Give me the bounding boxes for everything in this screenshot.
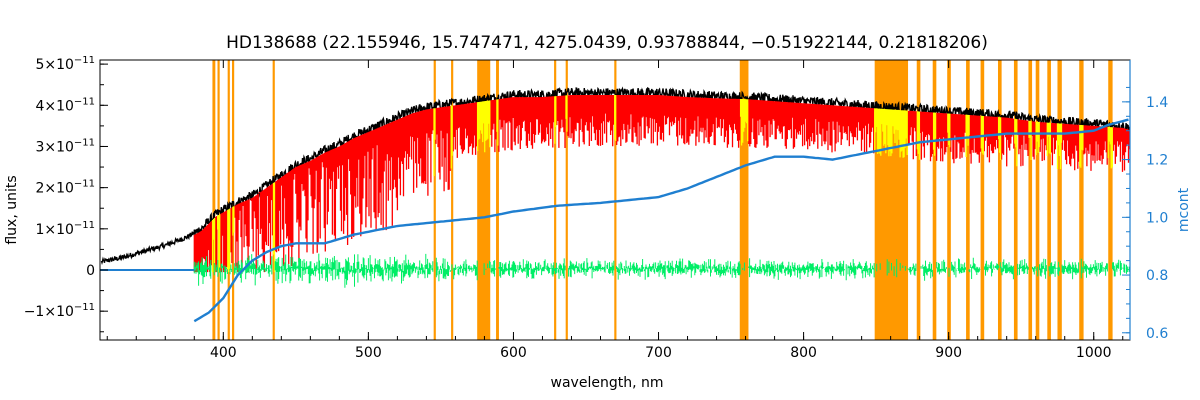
x-tick-label: 800 xyxy=(790,345,817,361)
y2-tick-label: 1.4 xyxy=(1146,95,1168,111)
residuals-series xyxy=(193,253,1130,288)
mask-region xyxy=(1057,60,1062,340)
mask-region xyxy=(739,60,749,340)
y-tick-label: 4×10−11 xyxy=(35,96,95,114)
mask-region xyxy=(614,60,617,340)
y2-axis-ticks: 0.6 0.8 1.0 1.2 1.4 xyxy=(1122,86,1168,342)
x-tick-label: 600 xyxy=(500,345,527,361)
y-tick-label: −1×10−11 xyxy=(24,302,95,320)
continuum-line xyxy=(193,118,1129,323)
x-axis-label: wavelength, nm xyxy=(551,375,664,391)
mask-region xyxy=(217,60,220,340)
mask-region xyxy=(1013,60,1018,340)
model-flux-series xyxy=(193,95,1131,273)
y2-tick-label: 1.2 xyxy=(1146,153,1168,169)
mask-region xyxy=(932,60,937,340)
mask-region xyxy=(1079,60,1084,340)
mask-region xyxy=(496,60,499,340)
model-flux-masked-line xyxy=(211,95,1113,273)
y2-tick-label: 0.6 xyxy=(1146,326,1168,342)
y2-axis-label: mcont xyxy=(1176,187,1192,232)
y2-tick-label: 1.0 xyxy=(1146,210,1168,226)
y2-tick-label: 0.8 xyxy=(1146,268,1168,284)
y-tick-label: 2×10−11 xyxy=(35,179,95,197)
mask-region xyxy=(997,60,1002,340)
mask-region xyxy=(227,60,230,340)
model-flux-line xyxy=(193,95,1131,273)
mask-region xyxy=(554,60,557,340)
chart-title: HD138688 (22.155946, 15.747471, 4275.043… xyxy=(226,33,988,53)
x-tick-label: 1000 xyxy=(1076,345,1112,361)
y-tick-label: 0 xyxy=(86,263,95,279)
mask-region xyxy=(565,60,568,340)
y-tick-label: 5×10−11 xyxy=(35,55,95,73)
x-tick-label: 400 xyxy=(210,345,237,361)
x-tick-label: 900 xyxy=(935,345,962,361)
mask-region xyxy=(451,60,454,340)
mask-region xyxy=(433,60,436,340)
mask-region xyxy=(1047,60,1051,340)
x-axis-ticks: 400 500 600 700 800 900 1000 xyxy=(106,60,1124,361)
mask-region xyxy=(874,60,909,340)
x-tick-label: 500 xyxy=(355,345,382,361)
mask-region xyxy=(1108,60,1113,340)
x-tick-label: 700 xyxy=(645,345,672,361)
mask-region xyxy=(212,60,216,340)
mask-region xyxy=(1028,60,1033,340)
residuals-line xyxy=(193,253,1130,288)
mask-region xyxy=(1035,60,1040,340)
mask-region xyxy=(980,60,985,340)
mask-region xyxy=(232,60,235,340)
y-axis-ticks: −1×10−11 0 1×10−11 2×10−11 3×10−11 4×10−11 5×1… xyxy=(24,55,108,333)
y-axis-label: flux, units xyxy=(4,175,20,244)
mask-region xyxy=(916,60,921,340)
continuum-series xyxy=(193,118,1129,323)
mask-region xyxy=(947,60,951,340)
y-tick-label: 3×10−11 xyxy=(35,137,95,155)
mask-region xyxy=(966,60,970,340)
y-tick-label: 1×10−11 xyxy=(35,220,95,238)
mask-regions xyxy=(212,60,1113,340)
